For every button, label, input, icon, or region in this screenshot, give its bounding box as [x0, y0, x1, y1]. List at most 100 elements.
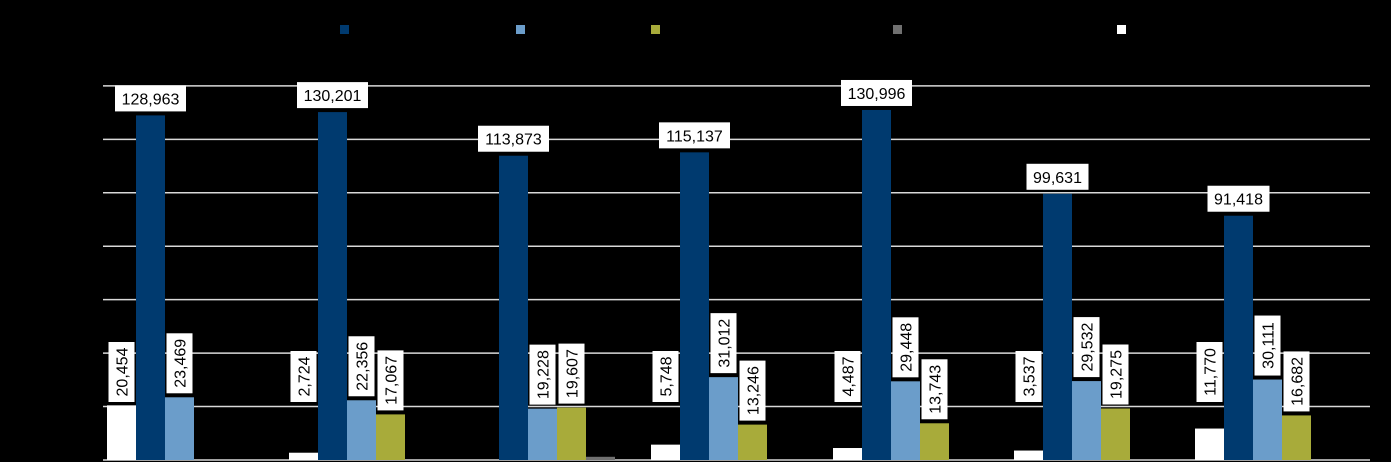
- value-label-light-4: 31,012: [710, 313, 737, 374]
- value-label-box: [921, 359, 948, 420]
- value-label-white-5: 4,487: [834, 351, 861, 402]
- value-label-light-3: 19,228: [529, 344, 556, 405]
- value-label-box: [529, 344, 556, 405]
- value-label-box: [659, 122, 730, 149]
- bar-light-1: [165, 397, 194, 460]
- value-label-white-2: 2,724: [290, 351, 317, 402]
- value-label-white-1: 20,454: [108, 342, 135, 402]
- value-label-text: 5,748: [659, 356, 676, 396]
- value-label-main-6: 99,631: [1026, 163, 1089, 190]
- value-label-box: [1073, 317, 1100, 378]
- value-label-main-2: 130,201: [297, 82, 368, 109]
- value-label-text: 13,246: [746, 366, 763, 415]
- bar-white-4: [651, 444, 680, 460]
- value-label-olive-4: 13,246: [739, 360, 766, 421]
- value-label-box: [892, 317, 919, 378]
- bars: [107, 109, 1311, 461]
- legend-swatch-4: [893, 25, 902, 34]
- bar-olive-2: [376, 414, 405, 460]
- value-label-box: [108, 342, 135, 402]
- value-label-box: [1283, 351, 1310, 412]
- value-label-text: 11,770: [1203, 348, 1220, 396]
- bar-light-7: [1253, 379, 1282, 460]
- bar-white-7: [1195, 428, 1224, 460]
- value-label-box: [290, 351, 317, 402]
- value-label-main-4: 115,137: [659, 122, 730, 149]
- bar-main-4: [680, 152, 709, 460]
- value-label-white-7: 11,770: [1196, 342, 1223, 402]
- bar-light-2: [347, 400, 376, 460]
- value-label-text: 29,448: [899, 323, 916, 372]
- value-label-light-5: 29,448: [892, 317, 919, 378]
- value-label-box: [739, 360, 766, 421]
- bar-olive-7: [1282, 415, 1311, 460]
- value-labels: 128,963 23,469 20,454 130,201 22,356 17,067 2,…: [108, 79, 1310, 421]
- bar-olive-6: [1101, 408, 1130, 460]
- value-label-box: [115, 85, 186, 112]
- value-label-box: [377, 350, 404, 411]
- value-label-text: 99,631: [1033, 170, 1082, 187]
- legend: [340, 25, 1126, 34]
- legend-swatch-3: [651, 25, 660, 34]
- value-label-box: [166, 333, 193, 394]
- value-label-box: [1015, 351, 1042, 402]
- value-label-text: 17,067: [384, 356, 401, 405]
- bar-light-3: [528, 408, 557, 460]
- value-label-olive-7: 16,682: [1283, 351, 1310, 412]
- value-label-text: 4,487: [841, 356, 858, 396]
- bar-olive-4: [738, 424, 767, 460]
- value-label-text: 20,454: [115, 347, 132, 396]
- bar-main-5: [862, 109, 891, 460]
- value-label-text: 13,743: [928, 365, 945, 414]
- bar-white-5: [833, 448, 862, 460]
- value-label-olive-5: 13,743: [921, 359, 948, 420]
- value-label-text: 3,537: [1022, 356, 1039, 396]
- value-label-text: 2,724: [297, 356, 314, 396]
- value-label-text: 128,963: [122, 91, 180, 108]
- legend-swatch-1: [340, 25, 349, 34]
- value-label-box: [710, 313, 737, 374]
- value-label-box: [1102, 344, 1129, 405]
- value-label-main-5: 130,996: [841, 79, 912, 106]
- value-label-text: 16,682: [1290, 357, 1307, 406]
- value-label-text: 130,201: [304, 88, 362, 105]
- bar-main-2: [318, 112, 347, 460]
- value-label-box: [1196, 342, 1223, 402]
- value-label-main-7: 91,418: [1207, 185, 1270, 212]
- bar-olive-5: [920, 423, 949, 460]
- value-label-box: [558, 343, 585, 404]
- value-label-olive-3: 19,607: [558, 343, 585, 404]
- bar-light-6: [1072, 381, 1101, 460]
- value-label-white-6: 3,537: [1015, 351, 1042, 402]
- value-label-light-6: 29,532: [1073, 317, 1100, 378]
- bar-main-7: [1224, 215, 1253, 460]
- bar-main-6: [1043, 193, 1072, 461]
- bar-olive-3: [557, 407, 586, 460]
- bar-main-1: [136, 115, 165, 461]
- bar-gray-3: [586, 456, 615, 460]
- value-label-box: [841, 79, 912, 106]
- value-label-text: 19,228: [536, 350, 553, 399]
- value-label-text: 19,607: [565, 349, 582, 398]
- value-label-text: 91,418: [1214, 192, 1263, 209]
- value-label-box: [1207, 185, 1270, 212]
- value-label-light-1: 23,469: [166, 333, 193, 394]
- value-label-text: 23,469: [173, 339, 190, 388]
- value-label-light-2: 22,356: [348, 336, 375, 397]
- bar-white-6: [1014, 450, 1043, 460]
- value-label-box: [297, 82, 368, 109]
- value-label-box: [1026, 163, 1089, 190]
- bar-white-2: [289, 452, 318, 460]
- value-label-box: [478, 125, 549, 152]
- bar-main-3: [499, 155, 528, 461]
- bar-light-4: [709, 377, 738, 460]
- value-label-olive-2: 17,067: [377, 350, 404, 411]
- value-label-text: 19,275: [1109, 350, 1126, 399]
- value-label-box: [1254, 315, 1281, 376]
- value-label-main-1: 128,963: [115, 85, 186, 112]
- value-label-text: 31,012: [717, 319, 734, 368]
- value-label-text: 29,532: [1080, 323, 1097, 372]
- value-label-light-7: 30,111: [1254, 315, 1281, 376]
- value-label-box: [834, 351, 861, 402]
